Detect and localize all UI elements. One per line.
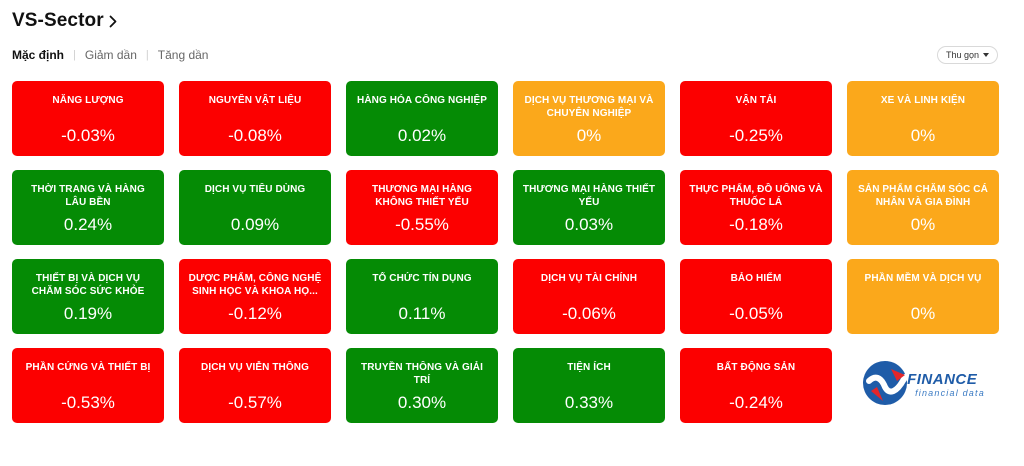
sector-change: -0.05%	[729, 304, 783, 323]
sector-tile[interactable]: Phần mềm và dịch vụ 0%	[847, 259, 999, 334]
sector-name: Năng lượng	[52, 95, 124, 106]
sector-tile[interactable]: Thương mại hàng không thiết yếu -0.55%	[346, 170, 498, 245]
sector-change: 0.30%	[397, 393, 447, 412]
logo-sub-text: financial data	[915, 388, 985, 398]
sector-name: Truyền thông và giải trí	[360, 362, 483, 386]
sector-tile[interactable]: Xe và linh kiện 0%	[847, 81, 999, 156]
sector-tile[interactable]: Thực phẩm, đồ uống và thuốc lá -0.18%	[680, 170, 832, 245]
sector-change: 0.02%	[397, 126, 447, 145]
sector-title-link[interactable]: VS-Sector	[12, 8, 117, 34]
sector-tile[interactable]: Dược phẩm, công nghệ sinh học và khoa họ…	[179, 259, 331, 334]
sector-name: Phần cứng và thiết bị	[25, 362, 151, 373]
sector-name: Vận tải	[735, 95, 777, 106]
sector-tile[interactable]: Sản phẩm chăm sóc cá nhân và gia đình 0%	[847, 170, 999, 245]
sector-change: 0.19%	[63, 304, 113, 323]
sector-name: Dịch vụ tiêu dùng	[204, 184, 306, 195]
sector-change: 0.24%	[63, 215, 113, 234]
sort-descending-tab[interactable]: Giảm dần	[84, 48, 137, 62]
sector-tile[interactable]: Dịch vụ thương mại và chuyên nghiệp 0%	[513, 81, 665, 156]
logo-main-text: FINANCE	[907, 371, 978, 388]
sector-name: Tổ chức tín dụng	[372, 273, 472, 284]
sector-grid: Năng lượng -0.03% Nguyên vật liệu -0.08% Hàn…	[12, 81, 999, 423]
sector-change: -0.08%	[228, 126, 282, 145]
filter-divider: |	[73, 49, 76, 61]
sector-tile[interactable]: Bất động sản -0.24%	[680, 348, 832, 423]
sector-change: 0%	[910, 126, 936, 145]
sector-change: 0.33%	[564, 393, 614, 412]
sector-tile[interactable]: Tiện ích 0.33%	[513, 348, 665, 423]
sector-name: Phần mềm và dịch vụ	[864, 273, 982, 284]
sector-tile[interactable]: Thương mại hàng thiết yếu 0.03%	[513, 170, 665, 245]
sector-name: Thực phẩm, đồ uống và thuốc lá	[689, 184, 823, 208]
sector-tile[interactable]: Nguyên vật liệu -0.08%	[179, 81, 331, 156]
sector-change: 0.09%	[230, 215, 280, 234]
sector-change: -0.55%	[395, 215, 449, 234]
sector-change: 0%	[576, 126, 602, 145]
sector-change: -0.18%	[729, 215, 783, 234]
sector-change: 0.03%	[564, 215, 614, 234]
sector-change: 0%	[910, 304, 936, 323]
sector-name: Dịch vụ tài chính	[540, 273, 638, 284]
sector-change: 0%	[910, 215, 936, 234]
caret-down-icon	[983, 53, 990, 57]
chevron-right-icon	[109, 15, 117, 28]
sector-name: Tiện ích	[567, 362, 611, 373]
sector-change: -0.24%	[729, 393, 783, 412]
sector-name: Thương mại hàng không thiết yếu	[372, 184, 472, 208]
sector-tile[interactable]: Bảo hiểm -0.05%	[680, 259, 832, 334]
sector-name: Dược phẩm, công nghệ sinh học và khoa họ…	[188, 273, 322, 297]
sector-name: Thời trang và hàng lâu bền	[31, 184, 145, 208]
sort-filter-bar: Mặc định | Giảm dần | Tăng dần	[12, 47, 208, 63]
sector-tile[interactable]: Tổ chức tín dụng 0.11%	[346, 259, 498, 334]
sector-tile[interactable]: Truyền thông và giải trí 0.30%	[346, 348, 498, 423]
sector-name: Hàng hóa công nghiệp	[357, 95, 487, 106]
sector-change: -0.03%	[61, 126, 115, 145]
sector-tile[interactable]: Dịch vụ tài chính -0.06%	[513, 259, 665, 334]
sector-change: -0.06%	[562, 304, 616, 323]
sort-ascending-tab[interactable]: Tăng dần	[157, 48, 209, 62]
sector-tile[interactable]: Thiết bị và dịch vụ chăm sóc sức khỏe 0.1…	[12, 259, 164, 334]
sector-name: Sản phẩm chăm sóc cá nhân và gia đình	[858, 184, 988, 208]
sort-default-tab[interactable]: Mặc định	[12, 48, 65, 62]
page-title: VS-Sector	[12, 10, 104, 31]
sector-name: Xe và linh kiện	[880, 95, 966, 106]
sector-tile[interactable]: Vận tải -0.25%	[680, 81, 832, 156]
sector-change: -0.25%	[729, 126, 783, 145]
collapse-label: Thu gọn	[945, 50, 980, 60]
sector-name: Thiết bị và dịch vụ chăm sóc sức khỏe	[31, 273, 145, 297]
sector-name: Bất động sản	[716, 362, 796, 373]
collapse-button[interactable]: Thu gọn	[937, 46, 998, 64]
sector-tile[interactable]: Phần cứng và thiết bị -0.53%	[12, 348, 164, 423]
vfinance-logo-icon	[861, 357, 913, 414]
sector-name: Dịch vụ viễn thông	[201, 362, 309, 373]
sector-tile[interactable]: Năng lượng -0.03%	[12, 81, 164, 156]
sector-change: 0.11%	[398, 304, 446, 323]
vfinance-logo: FINANCE financial data	[847, 348, 999, 423]
sector-tile[interactable]: Dịch vụ tiêu dùng 0.09%	[179, 170, 331, 245]
sector-change: -0.12%	[228, 304, 282, 323]
sector-tile[interactable]: Dịch vụ viễn thông -0.57%	[179, 348, 331, 423]
sector-change: -0.57%	[228, 393, 282, 412]
sector-tile[interactable]: Hàng hóa công nghiệp 0.02%	[346, 81, 498, 156]
sector-name: Dịch vụ thương mại và chuyên nghiệp	[524, 95, 654, 119]
sector-name: Thương mại hàng thiết yếu	[522, 184, 656, 208]
sector-name: Bảo hiểm	[730, 273, 782, 284]
filter-divider: |	[145, 49, 149, 61]
sector-name: Nguyên vật liệu	[208, 95, 302, 106]
sector-tile[interactable]: Thời trang và hàng lâu bền 0.24%	[12, 170, 164, 245]
sector-change: -0.53%	[61, 393, 115, 412]
